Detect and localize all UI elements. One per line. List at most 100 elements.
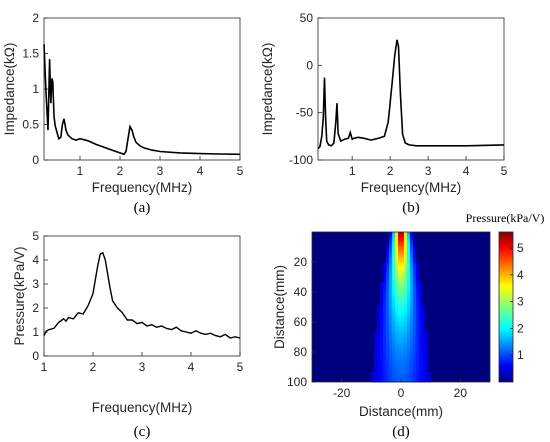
heatmap-cell (392, 362, 396, 365)
heatmap-cell (412, 332, 417, 335)
heatmap-cell (386, 249, 390, 253)
heatmap-cell (380, 354, 384, 358)
heatmap-cell (401, 294, 405, 298)
heatmap-cell (389, 289, 393, 293)
heatmap-cell (395, 342, 399, 345)
heatmap-cell (409, 354, 414, 358)
heatmap-cell (386, 359, 390, 363)
heatmap-cell (409, 324, 414, 328)
heatmap-cell (412, 379, 417, 383)
heatmap-cell (395, 309, 399, 313)
heatmap-cell (412, 359, 417, 363)
heatmap-cell (398, 367, 402, 370)
heatmap-cell (409, 357, 414, 360)
heatmap-cell (398, 334, 402, 338)
heatmap-cell (421, 374, 426, 378)
heatmap-cell (403, 324, 408, 328)
heatmap-cell (386, 374, 390, 378)
heatmap-cell (418, 367, 423, 370)
heatmap-cell (412, 267, 417, 270)
heatmap-cell (392, 367, 396, 370)
heatmap-cell (412, 334, 417, 338)
heatmap-cell (398, 314, 402, 318)
heatmap-cell (386, 302, 390, 305)
heatmap-cell (392, 327, 396, 330)
heatmap-cell (395, 257, 399, 260)
heatmap-cell (409, 352, 414, 355)
heatmap-cell (406, 292, 411, 295)
heatmap-cell (403, 359, 408, 363)
x-tick-label: 1 (77, 164, 84, 178)
heatmap-cell (398, 244, 402, 248)
heatmap-cell (403, 267, 408, 270)
heatmap-cell (406, 322, 411, 325)
heatmap-cell (401, 289, 405, 293)
heatmap-cell (418, 304, 423, 308)
heatmap-cell (418, 309, 423, 313)
heatmap-cell (389, 234, 393, 238)
heatmap-cell (401, 232, 405, 235)
heatmap-cell (406, 374, 411, 378)
heatmap-cell (409, 292, 414, 295)
heatmap-cell (383, 372, 387, 375)
heatmap-cell (389, 332, 393, 335)
heatmap-cell (377, 319, 381, 323)
heatmap-cell (412, 347, 417, 350)
heatmap-cell (398, 289, 402, 293)
heatmap-cell (409, 279, 414, 283)
colorbar-ticks: 1 2 3 4 5 (510, 241, 524, 362)
x-tick-label: 2 (117, 164, 124, 178)
heatmap-cell (380, 352, 384, 355)
heatmap-cell (380, 364, 384, 368)
heatmap-cell (395, 244, 399, 248)
heatmap-cell (389, 242, 393, 245)
heatmap-cell (418, 332, 423, 335)
heatmap-cell (377, 322, 381, 325)
heatmap-cell (421, 357, 426, 360)
heatmap-cell (398, 269, 402, 273)
heatmap-cell (403, 294, 408, 298)
heatmap-cell (380, 322, 384, 325)
heatmap-cell (374, 367, 378, 370)
heatmap-cell (383, 354, 387, 358)
heatmap-cell (424, 379, 429, 383)
heatmap-cell (395, 334, 399, 338)
heatmap-cell (412, 247, 417, 250)
heatmap-cell (377, 307, 381, 310)
heatmap-cell (403, 264, 408, 268)
heatmap-cell (395, 344, 399, 348)
heatmap-cell (412, 307, 417, 310)
heatmap-cell (383, 349, 387, 353)
heatmap-cell (406, 307, 411, 310)
heatmap-cell (406, 364, 411, 368)
heatmap-cell (406, 262, 411, 265)
heatmap-cell (398, 237, 402, 240)
heatmap-cell (383, 277, 387, 280)
heatmap-cell (392, 242, 396, 245)
heatmap-cell (409, 314, 414, 318)
heatmap-cell (389, 309, 393, 313)
heatmap-cell (392, 249, 396, 253)
heatmap-cell (383, 292, 387, 295)
heatmap-cell (409, 364, 414, 368)
heatmap-cell (403, 234, 408, 238)
heatmap-cell (389, 344, 393, 348)
heatmap-cell (383, 374, 387, 378)
heatmap-cell (392, 294, 396, 298)
heatmap-cell (398, 267, 402, 270)
heatmap-cell (406, 239, 411, 243)
heatmap-cell (412, 244, 417, 248)
heatmap-cell (398, 297, 402, 300)
heatmap-cell (389, 357, 393, 360)
heatmap-cell (392, 289, 396, 293)
heatmap-cell (395, 267, 399, 270)
heatmap-cell (392, 374, 396, 378)
heatmap-cell (415, 379, 420, 383)
heatmap-cell (415, 279, 420, 283)
x-tick-label: 5 (501, 164, 508, 178)
heatmap-cell (377, 362, 381, 365)
heatmap-cell (395, 352, 399, 355)
heatmap-cell (418, 359, 423, 363)
heatmap-cell (383, 362, 387, 365)
y-tick-label: 1.5 (22, 47, 39, 61)
